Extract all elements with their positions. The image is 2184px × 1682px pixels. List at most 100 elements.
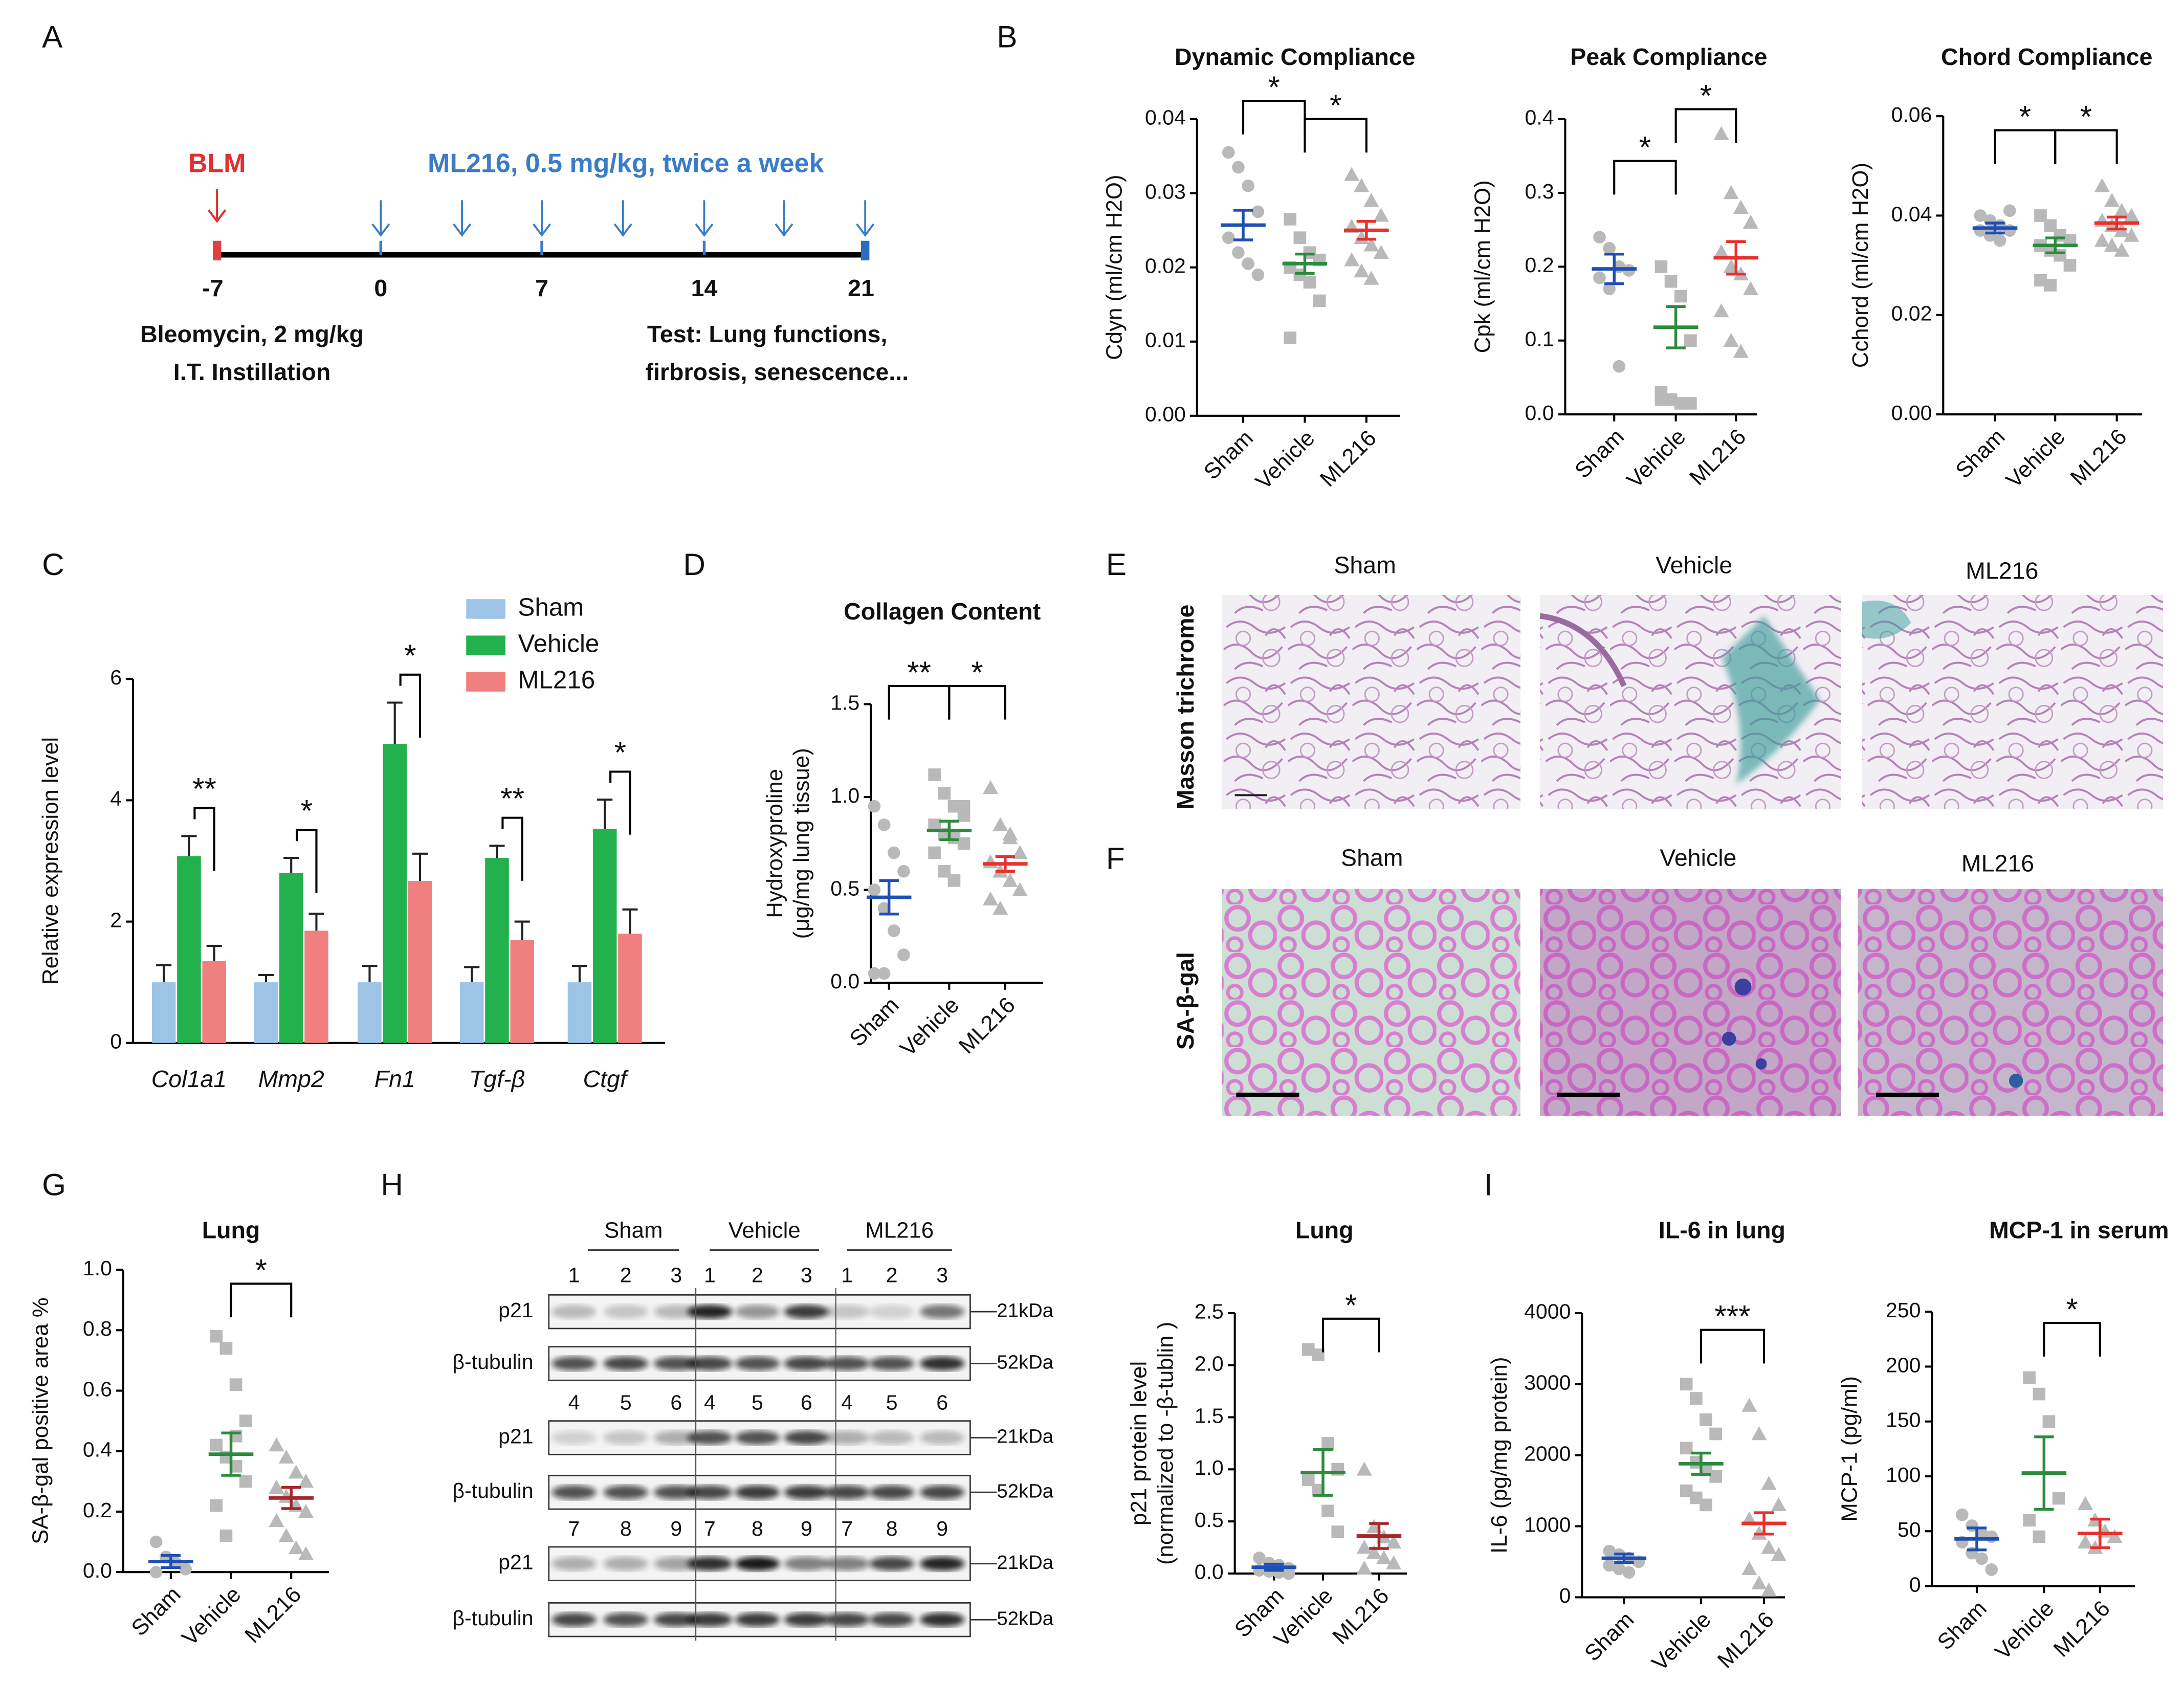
data-point (1741, 1561, 1757, 1576)
band (687, 1430, 733, 1445)
lane-number: 5 (886, 1391, 898, 1414)
chart-title: Lung (202, 1216, 260, 1243)
band (551, 1304, 597, 1319)
y-tick-label: 0.1 (1525, 327, 1554, 351)
y-tick-label: 0.6 (83, 1377, 112, 1401)
data-point (2104, 193, 2120, 207)
data-point (1603, 241, 1616, 255)
data-point (1344, 252, 1360, 267)
data-point (1593, 231, 1606, 244)
y-tick-label: 150 (1886, 1408, 1921, 1432)
data-point (2078, 1534, 2093, 1549)
panel-label: C (42, 547, 64, 582)
x-tick-label: Sham (845, 992, 904, 1052)
significance-bracket (2054, 129, 2118, 164)
lane-number: 6 (936, 1391, 948, 1414)
day-label: 21 (848, 275, 874, 301)
x-tick-label: ML216 (1713, 1607, 1779, 1673)
lane-number: 9 (801, 1517, 812, 1540)
data-point (992, 900, 1008, 915)
lane-number: 6 (670, 1391, 682, 1414)
data-point (1356, 1539, 1372, 1554)
end-marker (861, 240, 870, 261)
note: Test: Lung functions, (647, 321, 887, 347)
band (551, 1356, 597, 1371)
data-point (1684, 334, 1697, 347)
significance-label: * (2066, 1292, 2078, 1326)
lane-number: 3 (801, 1264, 812, 1287)
y-tick-label: 1.0 (83, 1256, 112, 1280)
data-point (1613, 360, 1626, 373)
data-point (877, 902, 891, 915)
significance-bracket (399, 673, 422, 738)
y-tick-label: 50 (1898, 1518, 1921, 1541)
lane-number: 4 (704, 1391, 716, 1414)
y-tick-label: 1.0 (1195, 1456, 1224, 1479)
data-point (1680, 1442, 1693, 1455)
lane-number: 1 (568, 1264, 580, 1287)
data-point (2114, 242, 2130, 257)
data-point (2033, 1530, 2046, 1543)
dose-arrow-head (613, 223, 632, 237)
significance-label: * (301, 793, 313, 828)
significance-bracket (193, 807, 215, 871)
data-point (1733, 344, 1749, 358)
y-tick-label: 0.04 (1145, 105, 1186, 129)
data-point (938, 787, 951, 800)
data-point (957, 837, 970, 850)
significance-bracket (1674, 108, 1737, 143)
legend-label: Vehicle (518, 630, 600, 658)
data-point (239, 1414, 252, 1427)
band (784, 1304, 829, 1319)
size-label: 21kDa (997, 1299, 1053, 1321)
micrograph (1222, 889, 1520, 1116)
dose-arrow-head (775, 223, 793, 237)
y-tick-label: 0.01 (1145, 328, 1186, 352)
row-label: SA-β-gal (1172, 952, 1199, 1050)
band (784, 1557, 829, 1571)
dose-arrow-head (695, 223, 714, 237)
bar (254, 982, 278, 1043)
data-point (239, 1475, 252, 1488)
significance-label: * (2080, 100, 2092, 134)
significance-label: * (1700, 78, 1712, 113)
data-point (1232, 161, 1245, 174)
significance-label: ** (500, 782, 524, 816)
data-point (1603, 282, 1616, 295)
band (603, 1356, 649, 1371)
y-axis-label: Cdyn (ml/cm H2O) (1102, 175, 1127, 360)
data-point (288, 1465, 304, 1479)
data-point (1363, 237, 1379, 252)
x-tick-label: Mmp2 (258, 1066, 324, 1092)
data-point (1284, 213, 1297, 226)
x-tick-label: Vehicle (1622, 424, 1690, 493)
band (735, 1557, 780, 1571)
data-point (210, 1438, 223, 1452)
significance-bracket (1613, 160, 1677, 195)
lane-number: 9 (936, 1517, 948, 1540)
data-point (1303, 276, 1316, 289)
data-point (2078, 1496, 2093, 1510)
y-tick-label: 0.06 (1891, 103, 1932, 126)
blot-group: Sham (604, 1218, 663, 1243)
y-tick-label: 6 (110, 666, 122, 689)
chart-title: Peak Compliance (1570, 43, 1767, 70)
significance-label: * (1639, 130, 1651, 165)
bar (279, 873, 303, 1043)
band (824, 1612, 870, 1627)
x-tick-label: ML216 (2065, 424, 2131, 490)
data-point (219, 1529, 233, 1542)
data-point (1674, 290, 1687, 303)
y-tick-label: 1000 (1524, 1513, 1571, 1536)
y-tick-label: 100 (1886, 1463, 1921, 1487)
x-tick-label: Col1a1 (151, 1066, 227, 1092)
panel-label: D (683, 547, 705, 582)
data-point (947, 874, 961, 887)
y-tick-label: 0.8 (83, 1317, 112, 1340)
data-point (1742, 281, 1759, 295)
x-tick-label: Ctgf (583, 1066, 629, 1092)
data-point (179, 1562, 192, 1576)
band (551, 1485, 597, 1499)
data-point (1723, 333, 1739, 347)
